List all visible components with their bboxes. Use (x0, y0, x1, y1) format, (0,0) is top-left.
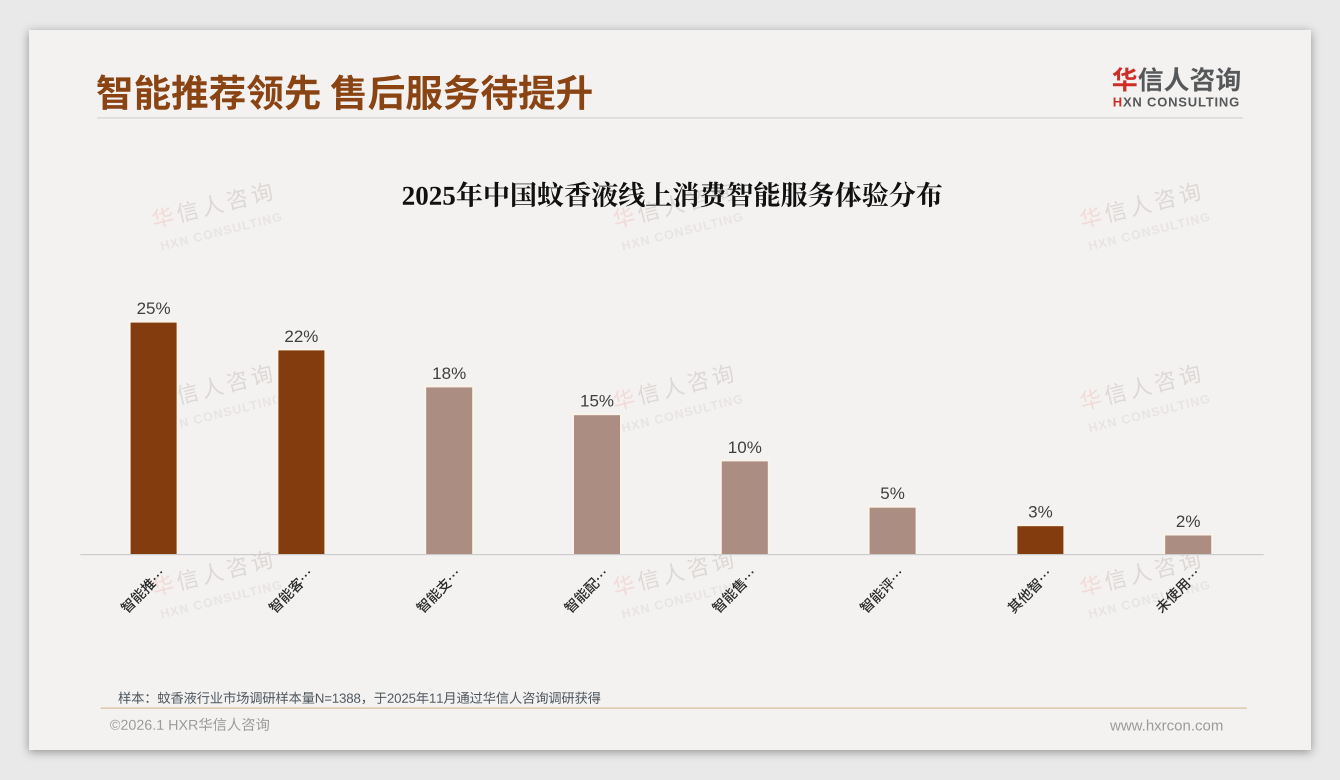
svg-text:3%: 3% (1028, 503, 1053, 522)
svg-text:2%: 2% (1176, 512, 1201, 531)
svg-text:22%: 22% (284, 327, 318, 346)
svg-text:HXN CONSULTING: HXN CONSULTING (1113, 95, 1240, 110)
svg-text:18%: 18% (432, 364, 466, 383)
svg-text:5%: 5% (880, 484, 905, 503)
svg-text:10%: 10% (728, 438, 762, 457)
svg-text:25%: 25% (137, 299, 171, 318)
svg-text:15%: 15% (580, 392, 614, 411)
svg-text:www.hxrcon.com: www.hxrcon.com (1109, 718, 1223, 735)
